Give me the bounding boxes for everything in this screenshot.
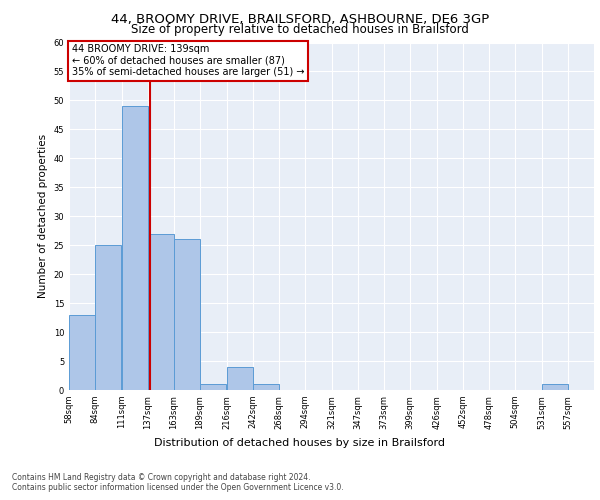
Y-axis label: Number of detached properties: Number of detached properties [38, 134, 48, 298]
Text: 44, BROOMY DRIVE, BRAILSFORD, ASHBOURNE, DE6 3GP: 44, BROOMY DRIVE, BRAILSFORD, ASHBOURNE,… [111, 12, 489, 26]
Bar [594, 384, 600, 390]
Text: Contains HM Land Registry data © Crown copyright and database right 2024.: Contains HM Land Registry data © Crown c… [12, 472, 311, 482]
Bar [148, 234, 174, 390]
Bar [227, 367, 253, 390]
Bar [542, 384, 568, 390]
Text: 44 BROOMY DRIVE: 139sqm
← 60% of detached houses are smaller (87)
35% of semi-de: 44 BROOMY DRIVE: 139sqm ← 60% of detache… [71, 44, 304, 78]
Bar [69, 314, 95, 390]
Text: Contains public sector information licensed under the Open Government Licence v3: Contains public sector information licen… [12, 484, 344, 492]
Bar [174, 240, 200, 390]
Text: Distribution of detached houses by size in Brailsford: Distribution of detached houses by size … [155, 438, 445, 448]
Bar [122, 106, 148, 390]
Bar [95, 245, 121, 390]
Bar [200, 384, 226, 390]
Bar [253, 384, 278, 390]
Text: Size of property relative to detached houses in Brailsford: Size of property relative to detached ho… [131, 22, 469, 36]
